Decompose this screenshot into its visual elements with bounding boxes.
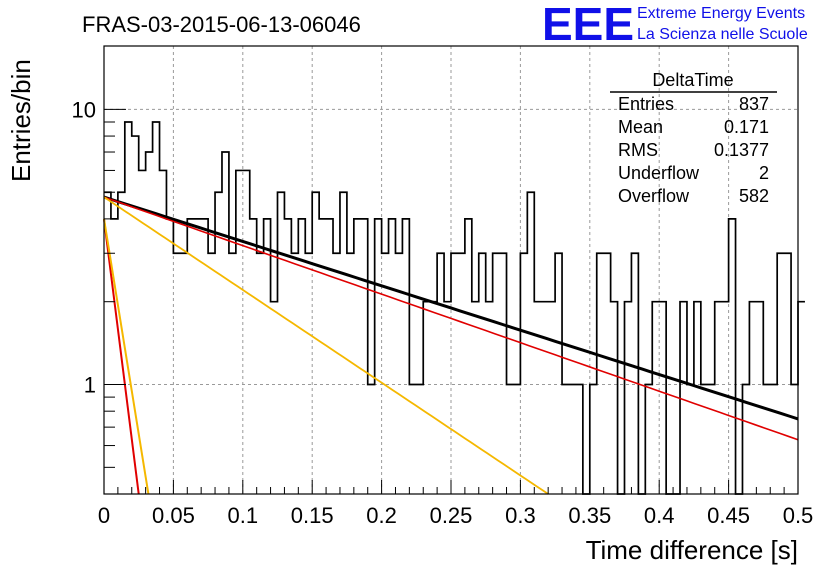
- chart-title: FRAS-03-2015-06-13-06046: [82, 12, 361, 37]
- stats-rows: Entries 837 Mean 0.171 RMS 0.1377 Underflow 2 Ov…: [618, 94, 769, 206]
- fit-curve: [103, 218, 150, 495]
- stats-row-label: RMS: [618, 140, 658, 160]
- histogram-bins: [104, 121, 805, 495]
- x-tick-label: 0.05: [152, 503, 195, 528]
- fit-curves: [103, 195, 799, 495]
- y-tick-label: 10: [72, 97, 96, 122]
- x-tick-label: 0.4: [644, 503, 675, 528]
- stats-row-label: Mean: [618, 117, 663, 137]
- x-tick-label: 0.2: [366, 503, 397, 528]
- stats-box: DeltaTime Entries 837 Mean 0.171 RMS 0.1377 Un…: [610, 70, 777, 206]
- x-tick-label: 0.1: [228, 503, 259, 528]
- stats-title: DeltaTime: [652, 70, 733, 90]
- stats-row-value: 837: [739, 94, 769, 114]
- histogram-line: [104, 121, 805, 495]
- x-tick-label: 0.15: [291, 503, 334, 528]
- y-axis-label: Entries/bin: [6, 59, 36, 182]
- stats-row-value: 0.1377: [714, 140, 769, 160]
- x-tick-label: 0.35: [568, 503, 611, 528]
- x-axis: 0 0.05 0.1 0.15 0.2 0.25 0.3 0.35 0.4 0.45 0.5: [98, 480, 813, 528]
- logo-line2: La Scienza nelle Scuole: [637, 26, 808, 43]
- fit-curve: [103, 196, 799, 441]
- y-axis: 1 10: [72, 97, 126, 495]
- x-tick-label: 0.45: [707, 503, 750, 528]
- x-tick-label: 0.25: [430, 503, 473, 528]
- stats-row-value: 0.171: [724, 117, 769, 137]
- fit-curve: [103, 196, 549, 495]
- stats-row-label: Underflow: [618, 163, 700, 183]
- x-tick-label: 0.5: [783, 503, 814, 528]
- stats-row-value: 2: [759, 163, 769, 183]
- stats-row-label: Entries: [618, 94, 674, 114]
- logo-mark: EEE: [542, 0, 634, 50]
- logo-line1: Extreme Energy Events: [637, 5, 805, 22]
- x-tick-label: 0.3: [505, 503, 536, 528]
- y-tick-label: 1: [84, 373, 96, 398]
- x-axis-label: Time difference [s]: [586, 535, 798, 565]
- stats-row-value: 582: [739, 186, 769, 206]
- x-tick-label: 0: [98, 503, 110, 528]
- fit-curve: [103, 195, 799, 421]
- eee-logo: EEE Extreme Energy Events La Scienza nel…: [542, 0, 808, 50]
- stats-row-label: Overflow: [618, 186, 690, 206]
- fit-curve: [103, 218, 140, 495]
